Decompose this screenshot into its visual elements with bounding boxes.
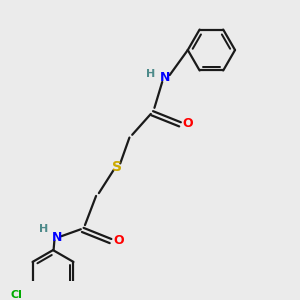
Text: S: S <box>112 160 122 174</box>
Text: N: N <box>160 71 171 84</box>
Text: O: O <box>182 117 193 130</box>
Text: H: H <box>39 224 48 234</box>
Text: N: N <box>52 231 62 244</box>
Text: O: O <box>113 234 124 247</box>
Text: Cl: Cl <box>11 290 23 300</box>
Text: H: H <box>146 69 155 79</box>
